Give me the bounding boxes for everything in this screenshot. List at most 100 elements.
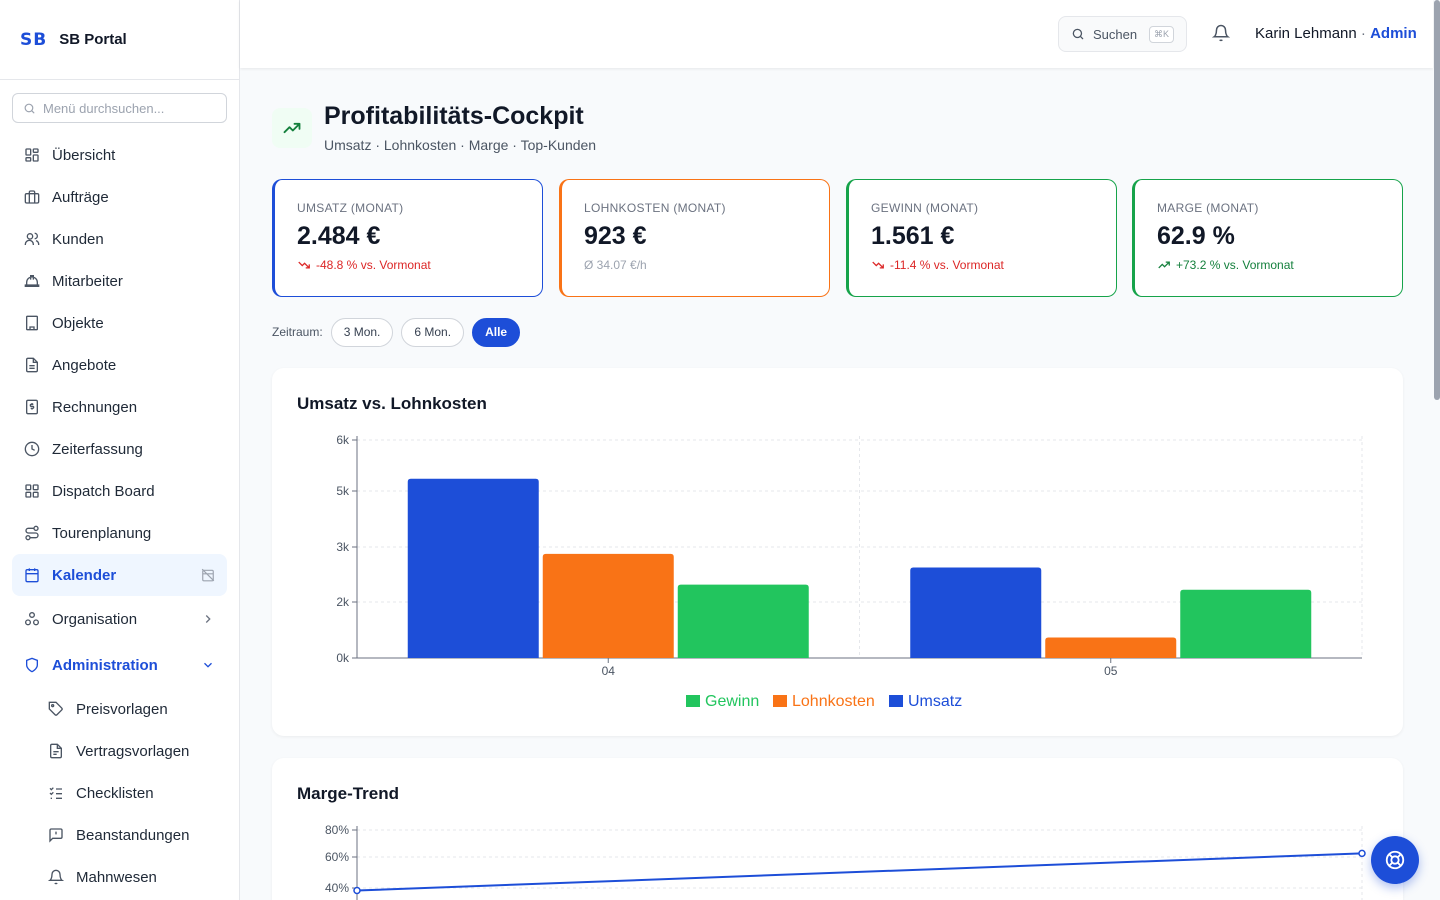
sidebar-item-mahnwesen[interactable]: Mahnwesen bbox=[12, 856, 227, 898]
y-tick-label: 60% bbox=[325, 850, 349, 864]
bar-gewinn bbox=[677, 584, 809, 658]
kpi-delta: -11.4 % vs. Vormonat bbox=[871, 258, 1116, 272]
sidebar-item-kalender[interactable]: Kalender bbox=[12, 554, 227, 596]
sidebar-item-label: Aufträge bbox=[52, 188, 109, 206]
sidebar-search-input[interactable] bbox=[43, 100, 213, 116]
kpi-delta: +73.2 % vs. Vormonat bbox=[1157, 258, 1402, 272]
bar-umsatz bbox=[910, 567, 1042, 658]
y-tick-label: 6k bbox=[336, 433, 350, 447]
invoice-icon bbox=[24, 399, 40, 415]
kpi-delta-text: Ø 34.07 €/h bbox=[584, 258, 647, 272]
search-shortcut: ⌘K bbox=[1148, 26, 1174, 43]
sidebar-item-vertragsvorlagen[interactable]: Vertragsvorlagen bbox=[12, 730, 227, 772]
sidebar-search[interactable] bbox=[12, 93, 227, 123]
document-icon bbox=[24, 357, 40, 373]
kpi-label: LOHNKOSTEN (MONAT) bbox=[584, 201, 726, 215]
kpi-value: 1.561 € bbox=[871, 222, 955, 250]
x-tick-label: 05 bbox=[1104, 664, 1118, 678]
hard-hat-icon bbox=[24, 273, 40, 289]
building-icon bbox=[24, 315, 40, 331]
user-separator: · bbox=[1356, 25, 1371, 42]
x-tick-label: 04 bbox=[602, 664, 616, 678]
search-icon bbox=[23, 102, 36, 115]
y-tick-label: 0k bbox=[336, 651, 350, 665]
sidebar-item-angebote[interactable]: Angebote bbox=[12, 344, 227, 386]
legend-label: Gewinn bbox=[705, 693, 759, 710]
kpi-delta: -48.8 % vs. Vormonat bbox=[297, 258, 542, 272]
chevron-right-icon bbox=[201, 612, 215, 626]
kpi-value: 923 € bbox=[584, 222, 647, 250]
sidebar: SB SB Portal Übersicht Aufträge Kunden M… bbox=[0, 0, 240, 900]
logo[interactable]: SB SB Portal bbox=[0, 0, 239, 80]
message-alert-icon bbox=[48, 827, 64, 843]
sidebar-item-administration[interactable]: Administration bbox=[12, 642, 227, 688]
sidebar-item-uebersicht[interactable]: Übersicht bbox=[12, 134, 227, 176]
grid-icon bbox=[24, 483, 40, 499]
period-6-months[interactable]: 6 Mon. bbox=[401, 317, 465, 347]
sidebar-item-label: Organisation bbox=[52, 610, 138, 628]
sidebar-item-kunden[interactable]: Kunden bbox=[12, 218, 227, 260]
app-name: SB Portal bbox=[59, 31, 127, 48]
sidebar-item-checklisten[interactable]: Checklisten bbox=[12, 772, 227, 814]
users-icon bbox=[24, 231, 40, 247]
legend-label: Umsatz bbox=[908, 693, 962, 710]
scrollbar[interactable] bbox=[1434, 0, 1440, 400]
kpi-card-lohnkosten: LOHNKOSTEN (MONAT) 923 € Ø 34.07 €/h bbox=[559, 179, 830, 297]
line-point bbox=[1358, 849, 1366, 858]
sidebar-item-objekte[interactable]: Objekte bbox=[12, 302, 227, 344]
bar-umsatz bbox=[407, 478, 539, 658]
legend-swatch bbox=[889, 695, 903, 707]
kpi-label: MARGE (MONAT) bbox=[1157, 201, 1259, 215]
user-role: Admin bbox=[1370, 25, 1417, 42]
sidebar-item-label: Rechnungen bbox=[52, 398, 138, 416]
kpi-label: GEWINN (MONAT) bbox=[871, 201, 979, 215]
briefcase-icon bbox=[24, 189, 40, 205]
legend-swatch bbox=[773, 695, 787, 707]
user-menu[interactable]: Karin Lehmann · Admin bbox=[1255, 25, 1417, 42]
margin-trend-card: Marge-Trend 40% 60% 80% bbox=[272, 758, 1403, 900]
clock-icon bbox=[24, 441, 40, 457]
page-title: Profitabilitäts-Cockpit bbox=[324, 102, 584, 130]
sidebar-item-auftraege[interactable]: Aufträge bbox=[12, 176, 227, 218]
sidebar-nav: Übersicht Aufträge Kunden Mitarbeiter Ob… bbox=[12, 134, 227, 898]
trending-down-icon bbox=[297, 258, 316, 272]
tag-icon bbox=[48, 701, 64, 717]
sidebar-item-dispatch-board[interactable]: Dispatch Board bbox=[12, 470, 227, 512]
sidebar-item-label: Mitarbeiter bbox=[52, 272, 123, 290]
trending-down-icon bbox=[871, 258, 890, 272]
y-tick-label: 2k bbox=[336, 595, 350, 609]
trending-up-icon bbox=[272, 108, 312, 148]
kpi-card-marge: MARGE (MONAT) 62.9 % +73.2 % vs. Vormona… bbox=[1132, 179, 1403, 297]
checklist-icon bbox=[48, 785, 64, 801]
sidebar-item-beanstandungen[interactable]: Beanstandungen bbox=[12, 814, 227, 856]
margin-trend-chart: 40% 60% 80% bbox=[325, 823, 1366, 900]
period-3-months[interactable]: 3 Mon. bbox=[330, 317, 394, 347]
help-button[interactable] bbox=[1371, 836, 1419, 884]
y-tick-label: 5k bbox=[336, 484, 350, 498]
lifebuoy-icon bbox=[1384, 849, 1406, 871]
sidebar-item-label: Objekte bbox=[52, 314, 104, 332]
y-tick-label: 80% bbox=[325, 823, 349, 837]
sidebar-item-label: Mahnwesen bbox=[76, 868, 157, 886]
sidebar-item-zeiterfassung[interactable]: Zeiterfassung bbox=[12, 428, 227, 470]
sidebar-item-preisvorlagen[interactable]: Preisvorlagen bbox=[12, 688, 227, 730]
kpi-label: UMSATZ (MONAT) bbox=[297, 201, 404, 215]
sidebar-item-organisation[interactable]: Organisation bbox=[12, 596, 227, 642]
revenue-vs-labor-chart: 0k 2k 3k 5k 6k 04 05 Gewinn Lohnkosten Umsatz bbox=[336, 433, 1363, 710]
bar-lohnkosten bbox=[1045, 637, 1177, 658]
bell-icon[interactable] bbox=[1212, 24, 1230, 42]
sidebar-item-label: Dispatch Board bbox=[52, 482, 155, 500]
sidebar-item-rechnungen[interactable]: Rechnungen bbox=[12, 386, 227, 428]
calendar-off-icon[interactable] bbox=[201, 568, 215, 582]
global-search-button[interactable]: Suchen ⌘K bbox=[1058, 16, 1187, 52]
period-filter: Zeitraum: 3 Mon. 6 Mon. Alle bbox=[272, 317, 521, 347]
line-point bbox=[353, 886, 361, 895]
dashboard-icon bbox=[24, 147, 40, 163]
sidebar-item-label: Zeiterfassung bbox=[52, 440, 143, 458]
topbar: Suchen ⌘K Karin Lehmann · Admin bbox=[240, 0, 1433, 68]
y-tick-label: 3k bbox=[336, 540, 350, 554]
period-all[interactable]: Alle bbox=[472, 317, 521, 347]
legend-label: Lohnkosten bbox=[792, 693, 875, 710]
sidebar-item-tourenplanung[interactable]: Tourenplanung bbox=[12, 512, 227, 554]
sidebar-item-mitarbeiter[interactable]: Mitarbeiter bbox=[12, 260, 227, 302]
